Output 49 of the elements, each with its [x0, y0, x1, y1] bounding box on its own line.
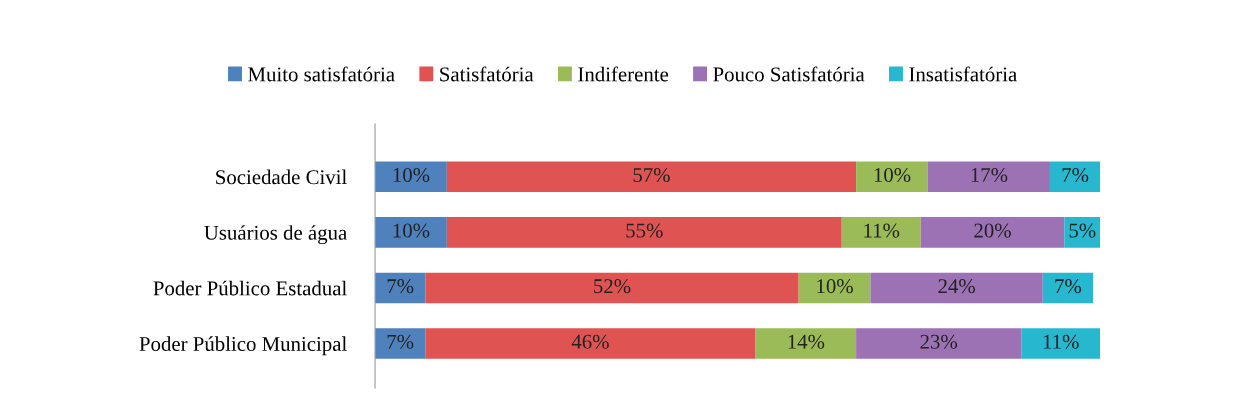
- data-label: 24%: [938, 279, 975, 294]
- y-tick-label: Poder Público Estadual: [153, 280, 347, 296]
- bar: [1049, 161, 1101, 193]
- bar: [1021, 328, 1101, 359]
- data-label: 7%: [1055, 279, 1082, 294]
- bar: [425, 328, 756, 359]
- bar: [856, 161, 928, 193]
- bar: [446, 161, 857, 193]
- bar: [375, 161, 447, 193]
- bar: [375, 328, 426, 359]
- legend-label: Indiferente: [578, 66, 669, 82]
- data-label: 23%: [920, 334, 958, 349]
- data-label: 10%: [393, 223, 430, 238]
- bar: [446, 217, 842, 248]
- data-label: 46%: [571, 334, 609, 349]
- data-label: 14%: [788, 334, 825, 349]
- bar: [375, 217, 447, 248]
- y-tick-label: Poder Público Municipal: [139, 336, 347, 356]
- bar: [425, 272, 799, 304]
- bar: [841, 217, 921, 248]
- legend-label: Satisfatória: [440, 66, 534, 82]
- bar: [798, 272, 871, 304]
- data-label: 57%: [633, 167, 670, 183]
- data-label: 17%: [971, 167, 1008, 183]
- bar: [870, 272, 1043, 304]
- data-label: 11%: [864, 223, 900, 238]
- data-label: 10%: [817, 279, 853, 294]
- bar: [1064, 217, 1101, 248]
- data-label: 10%: [393, 167, 430, 183]
- data-label: 7%: [1062, 167, 1089, 183]
- data-label: 20%: [974, 223, 1011, 238]
- legend-label: Pouco Satisfatória: [713, 66, 865, 82]
- bar: [755, 328, 857, 359]
- y-tick-label: Sociedade Civil: [216, 169, 347, 185]
- bar: [1042, 272, 1094, 304]
- data-label: 10%: [874, 167, 911, 183]
- data-label: 7%: [387, 334, 414, 349]
- data-label: 7%: [387, 279, 414, 294]
- data-label: 52%: [594, 279, 631, 294]
- bar: [927, 161, 1050, 193]
- bar: [375, 272, 426, 304]
- legend-label: Insatisfatória: [909, 66, 1017, 82]
- data-label: 55%: [626, 223, 663, 238]
- data-label: 5%: [1069, 223, 1096, 238]
- bar: [856, 328, 1022, 359]
- data-label: 11%: [1043, 334, 1079, 349]
- y-tick-label: Usuários de água: [204, 225, 347, 245]
- bar: [920, 217, 1065, 248]
- legend-label: Muito satisfatória: [248, 66, 395, 82]
